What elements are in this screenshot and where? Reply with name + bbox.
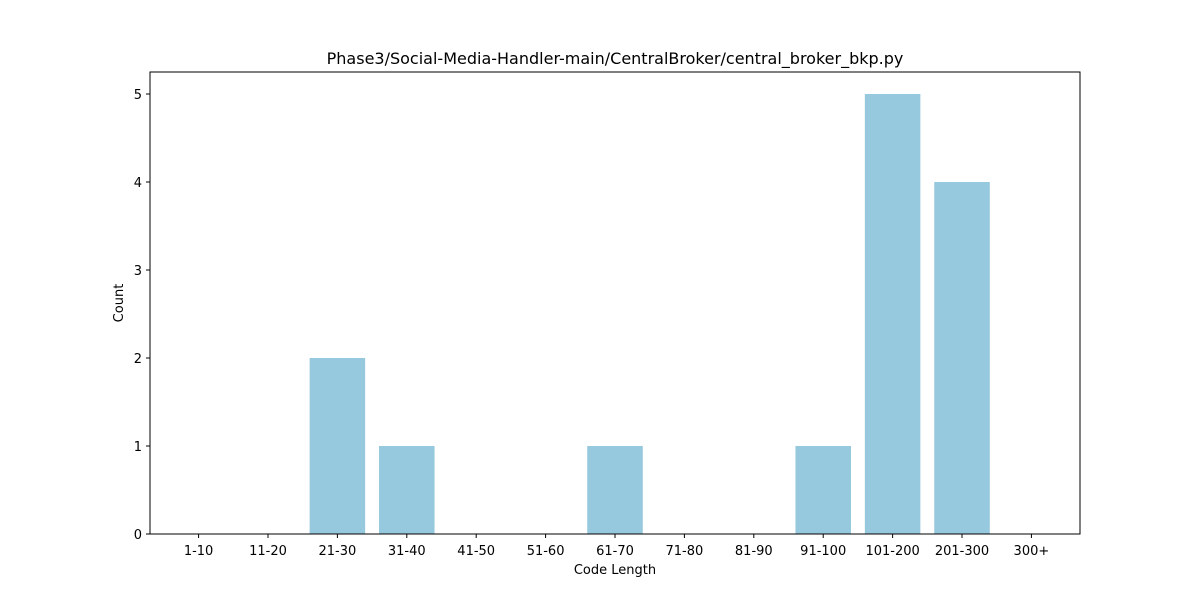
bar-61-70: [587, 446, 643, 534]
bar-31-40: [379, 446, 435, 534]
x-tick-label: 1-10: [184, 544, 214, 559]
y-axis-label: Count: [112, 284, 127, 323]
x-axis-label: Code Length: [574, 563, 656, 578]
x-tick-label: 81-90: [735, 544, 773, 559]
y-tick-label: 5: [134, 88, 142, 103]
bar-201-300: [934, 182, 990, 534]
x-tick-label: 101-200: [865, 544, 919, 559]
y-tick-label: 2: [134, 352, 142, 367]
ticks-layer: 1-10 11-20 21-30 31-40 41-50 51-60 61-70 71-80 8…: [134, 88, 1050, 559]
x-tick-label: 71-80: [666, 544, 704, 559]
bars-layer: [309, 94, 990, 534]
x-tick-label: 61-70: [596, 544, 634, 559]
bar-21-30: [309, 358, 366, 534]
x-tick-label: 300+: [1014, 544, 1050, 559]
y-tick-label: 1: [134, 440, 142, 455]
x-tick-label: 201-300: [935, 544, 989, 559]
x-tick-label: 21-30: [318, 544, 356, 559]
bar-91-100: [795, 446, 851, 534]
x-tick-label: 41-50: [457, 544, 495, 559]
bar-101-200: [864, 94, 921, 534]
chart-title: Phase3/Social-Media-Handler-main/Central…: [327, 49, 904, 69]
x-tick-label: 31-40: [388, 544, 426, 559]
y-tick-label: 0: [134, 528, 142, 543]
y-tick-label: 3: [134, 264, 142, 279]
x-tick-label: 11-20: [249, 544, 287, 559]
x-tick-label: 91-100: [800, 544, 846, 559]
y-tick-label: 4: [134, 176, 142, 191]
x-tick-label: 51-60: [527, 544, 565, 559]
plot-frame: [149, 71, 1081, 535]
